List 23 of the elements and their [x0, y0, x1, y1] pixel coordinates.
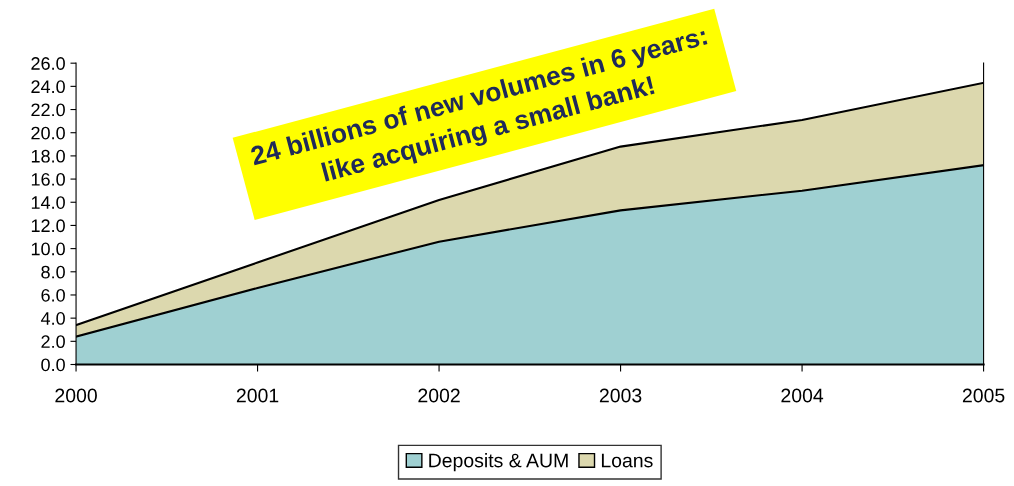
y-tick-label: 24.0 [31, 80, 65, 94]
legend-label: Loans [601, 453, 653, 468]
y-tick-label: 18.0 [31, 149, 65, 163]
y-tick-label: 0.0 [41, 358, 65, 372]
x-tick-label: 2000 [55, 388, 97, 403]
y-tick-label: 4.0 [40, 312, 65, 325]
legend-label: Deposits & AUM [429, 453, 568, 472]
x-tick-label: 2002 [418, 388, 460, 403]
x-tick-label: 2005 [962, 388, 1005, 403]
y-tick-label: 10.0 [31, 242, 65, 256]
x-tick-label: 2001 [236, 388, 279, 403]
y-tick-label: 14.0 [31, 196, 65, 209]
y-tick-label: 2.0 [41, 335, 65, 349]
y-tick-label: 22.0 [31, 103, 65, 117]
y-tick-label: 20.0 [31, 126, 65, 140]
y-tick-label: 6.0 [41, 288, 65, 302]
y-tick-label: 16.0 [31, 173, 65, 186]
x-tick-label: 2003 [599, 388, 642, 403]
y-tick-label: 12.0 [31, 219, 65, 233]
y-tick-label: 26.0 [31, 57, 65, 70]
y-tick-label: 8.0 [41, 265, 65, 279]
x-tick-label: 2004 [781, 388, 824, 403]
annotation: 24 billions of new volumes in 6 years: like acquiring a small bank! [249, 25, 709, 187]
